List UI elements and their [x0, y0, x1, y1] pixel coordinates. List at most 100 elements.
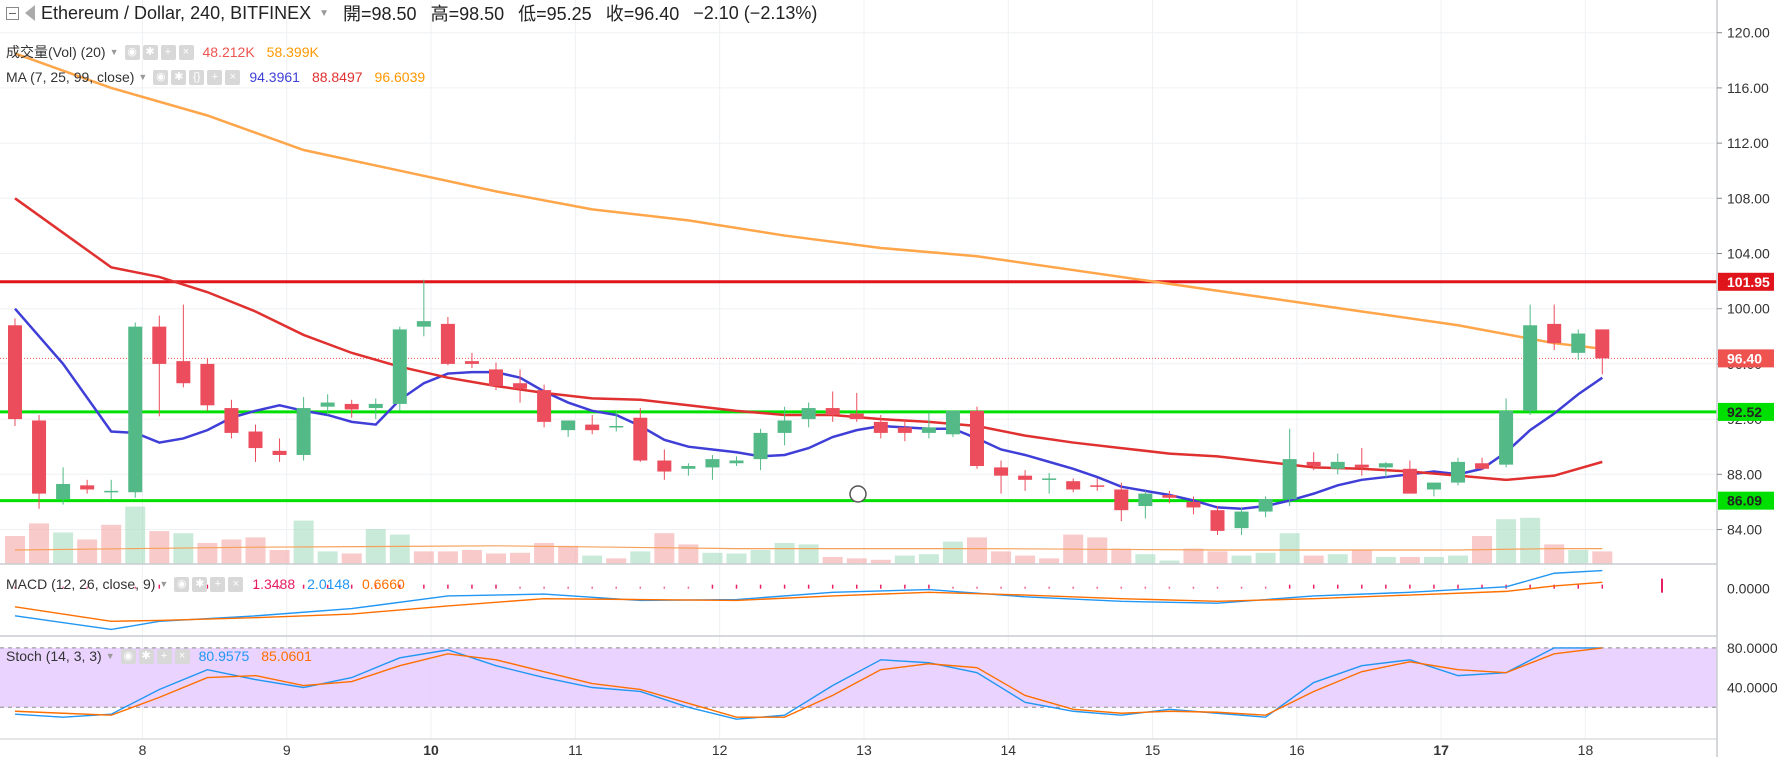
price-label-box: [1718, 349, 1774, 368]
candle-body: [1258, 499, 1273, 512]
ohlc-high: 高=98.50: [430, 4, 505, 24]
eye-icon[interactable]: ◉: [124, 44, 140, 60]
gear-icon[interactable]: ✱: [138, 648, 154, 664]
candle-body: [1547, 323, 1562, 344]
price-tick-label: 84.00: [1727, 522, 1762, 538]
eye-icon[interactable]: ◉: [153, 69, 169, 85]
volume-bar: [1279, 533, 1300, 564]
time-tick-label: 16: [1289, 742, 1305, 757]
candle-body: [561, 420, 576, 431]
ma-label[interactable]: MA (7, 25, 99, close): [6, 69, 135, 85]
candle-body: [897, 427, 912, 433]
symbol-title[interactable]: Ethereum / Dollar, 240, BITFINEX: [41, 2, 312, 23]
volume-bar: [245, 537, 266, 564]
gear-icon[interactable]: ✱: [192, 576, 208, 592]
time-tick-label: 15: [1145, 742, 1161, 757]
volume-bar: [967, 537, 987, 564]
ma-value-2: 88.8497: [311, 69, 363, 85]
chevron-down-icon[interactable]: ▼: [138, 72, 148, 82]
candle-body: [1354, 464, 1369, 468]
candle-body: [945, 410, 960, 435]
candle-body: [921, 427, 936, 433]
ma-value-3: 96.6039: [374, 69, 426, 85]
signal-line: [14, 581, 1603, 623]
eye-icon[interactable]: ◉: [174, 576, 190, 592]
close-icon[interactable]: ×: [225, 69, 241, 85]
gear-icon[interactable]: ✱: [171, 69, 187, 85]
price-label: 92.52: [1727, 404, 1762, 420]
candle-body: [657, 460, 672, 472]
close-icon[interactable]: ×: [178, 44, 194, 60]
volume-bar: [413, 551, 434, 564]
price-tick-label: 116.00: [1727, 80, 1769, 96]
candle-body: [200, 363, 215, 406]
candle-body: [248, 431, 263, 449]
plus-icon[interactable]: +: [156, 648, 172, 664]
flag-icon[interactable]: [25, 5, 35, 21]
close-icon[interactable]: ×: [174, 648, 190, 664]
volume-bar: [702, 552, 723, 564]
time-tick-label: 10: [423, 742, 439, 757]
volume-bar: [101, 524, 122, 564]
volume-bar: [317, 551, 338, 564]
candle-body: [1306, 461, 1321, 467]
volume-bar: [1448, 555, 1468, 564]
volume-bar: [125, 506, 146, 564]
candle-body: [1042, 478, 1057, 480]
candle-body: [777, 420, 792, 433]
candle-body: [681, 466, 696, 469]
ma-value-1: 94.3961: [249, 69, 300, 85]
volume-bar: [1520, 517, 1541, 564]
collapse-icon[interactable]: [6, 6, 19, 20]
volume-bar: [1544, 544, 1565, 564]
macd-label[interactable]: MACD (12, 26, close, 9): [6, 576, 156, 592]
volume-bar: [1087, 537, 1108, 564]
ohlc-change: −2.10 (−2.13%): [693, 2, 818, 23]
volume-ma-line: [14, 545, 1603, 551]
candle-body: [1162, 495, 1177, 498]
volume-bar: [798, 544, 819, 564]
close-icon[interactable]: ×: [228, 576, 244, 592]
price-axis-bg: [1717, 0, 1791, 757]
stoch-value-1: 80.9575: [198, 648, 250, 664]
candle-body: [1066, 481, 1081, 490]
candle-body: [585, 424, 600, 431]
macd-line: [14, 569, 1603, 631]
volume-bar: [582, 555, 603, 564]
ohlc-open: 開=98.50: [343, 4, 417, 24]
candle-body: [272, 450, 287, 455]
plus-icon[interactable]: +: [160, 44, 176, 60]
legend-macd: MACD (12, 26, close, 9) ▼ ◉ ✱ + × 1.3488…: [6, 574, 411, 594]
candle-body: [729, 460, 744, 464]
vol-value-2: 58.399K: [266, 44, 319, 60]
candle-body: [1114, 489, 1129, 511]
stoch-axis-label: 40.0000: [1727, 680, 1778, 696]
ohlc-close: 收=96.40: [605, 4, 680, 24]
candle-body: [801, 408, 816, 420]
eye-icon[interactable]: ◉: [120, 648, 136, 664]
chevron-down-icon[interactable]: ▼: [159, 579, 169, 589]
legend-ma: MA (7, 25, 99, close) ▼ ◉ ✱ {} + × 94.39…: [6, 67, 431, 87]
stoch-value-2: 85.0601: [261, 648, 312, 664]
plus-icon[interactable]: +: [207, 69, 223, 85]
volume-bar: [1592, 551, 1613, 564]
candle-body: [128, 326, 143, 493]
plus-icon[interactable]: +: [210, 576, 226, 592]
time-tick-label: 11: [568, 742, 583, 757]
candle-body: [537, 390, 552, 422]
vol-label[interactable]: 成交量(Vol) (20): [6, 44, 106, 60]
chevron-down-icon[interactable]: ▼: [109, 47, 119, 57]
candle-body: [416, 321, 431, 327]
price-label-box: [1718, 491, 1774, 510]
candle-body: [224, 408, 239, 433]
price-label: 86.09: [1727, 493, 1762, 509]
stoch-label[interactable]: Stoch (14, 3, 3): [6, 648, 102, 664]
time-tick-label: 17: [1433, 742, 1449, 757]
volume-bar: [1231, 555, 1252, 564]
volume-bar: [750, 550, 771, 564]
gear-icon[interactable]: ✱: [142, 44, 158, 60]
chevron-down-icon[interactable]: ▼: [319, 7, 330, 19]
source-icon[interactable]: {}: [189, 69, 205, 85]
chevron-down-icon[interactable]: ▼: [105, 651, 115, 661]
